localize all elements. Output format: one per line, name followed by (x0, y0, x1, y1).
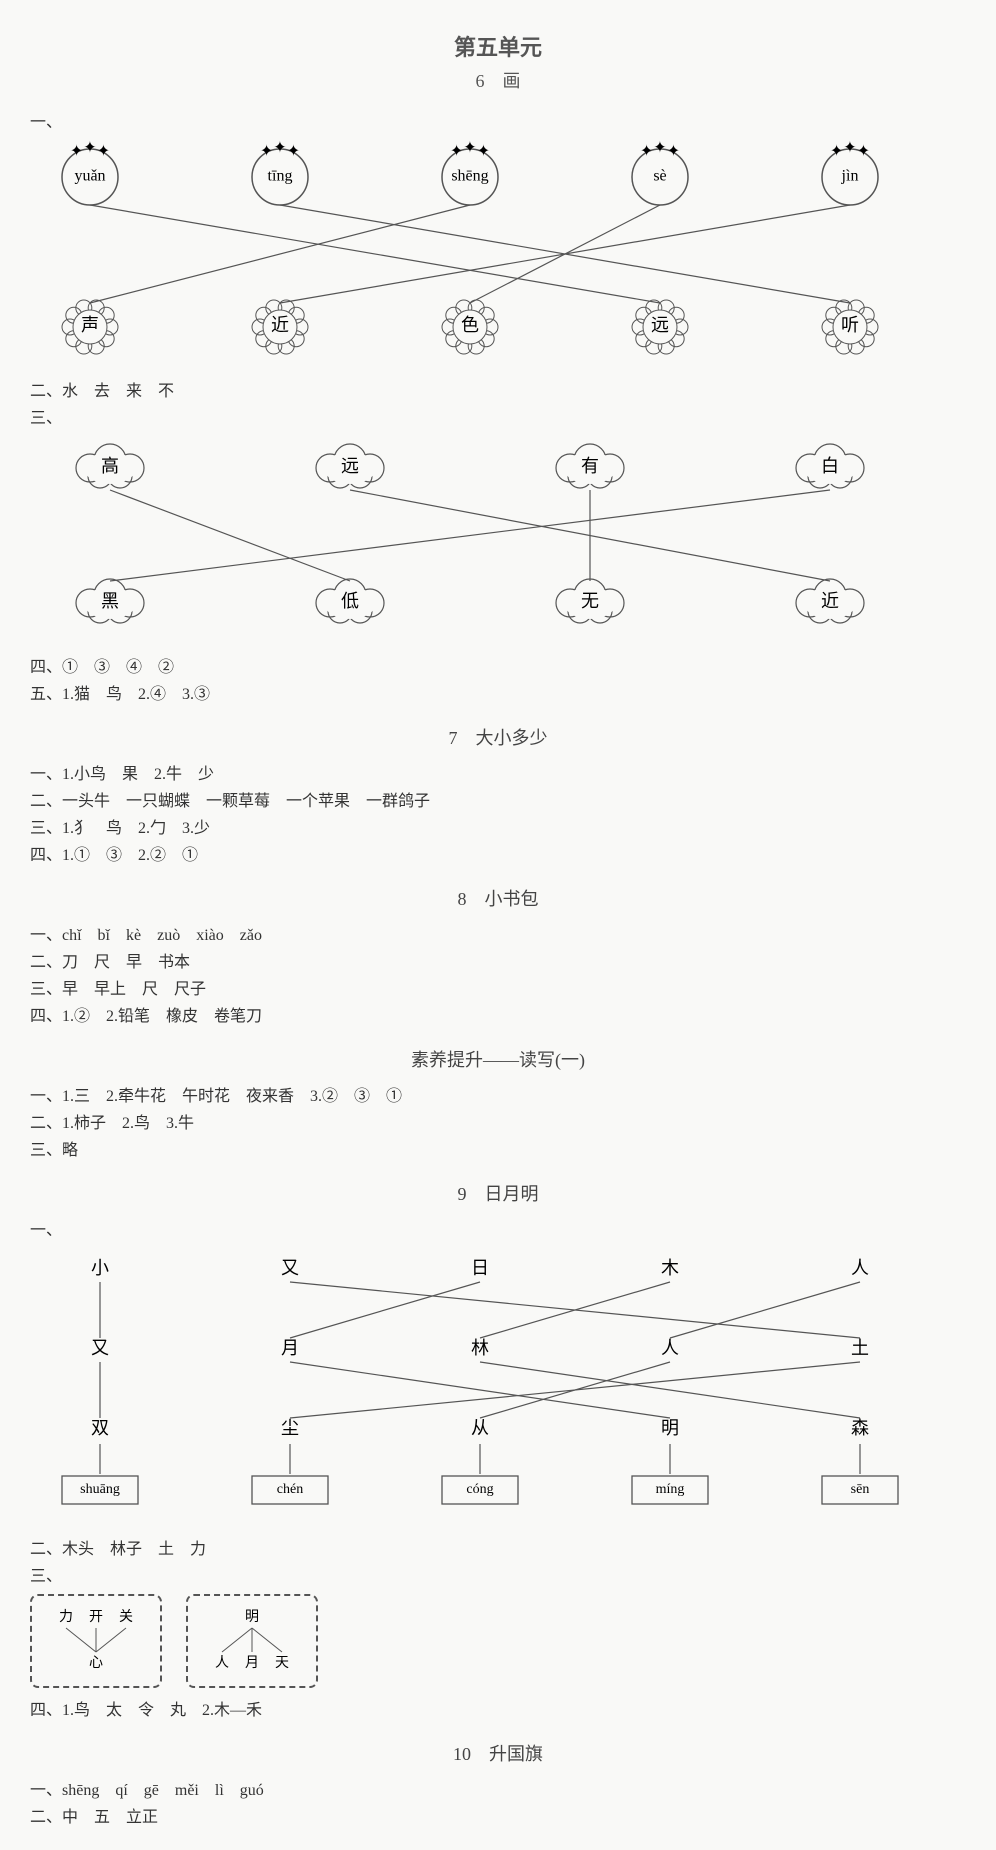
svg-text:✦: ✦ (273, 140, 286, 157)
suyang-title: 素养提升——读写(一) (30, 1046, 966, 1072)
suyang-l1: 一、1.三 2.牵牛花 午时花 夜来香 3.② ③ ① (30, 1082, 966, 1106)
svg-text:✦: ✦ (97, 143, 110, 160)
lesson7-l3: 三、1.犭 鸟 2.勹 3.少 (30, 814, 966, 838)
svg-text:土: 土 (851, 1338, 869, 1358)
svg-text:又: 又 (91, 1338, 109, 1358)
svg-text:míng: míng (656, 1482, 685, 1497)
lesson7-l1: 一、1.小鸟 果 2.牛 少 (30, 760, 966, 784)
svg-text:低: 低 (341, 591, 359, 611)
svg-text:远: 远 (651, 315, 669, 335)
svg-text:✦: ✦ (83, 140, 96, 157)
lesson9-boxes: 心 力 开 关 明人月 天 (30, 1594, 966, 1688)
svg-text:又: 又 (281, 1258, 299, 1278)
svg-text:✦: ✦ (667, 143, 680, 160)
svg-text:✦: ✦ (477, 143, 490, 160)
svg-text:近: 近 (821, 591, 839, 611)
lesson9-q1-label: 一、 (30, 1216, 966, 1240)
svg-text:林: 林 (471, 1338, 489, 1358)
svg-text:✦: ✦ (450, 143, 463, 160)
svg-text:sēn: sēn (851, 1482, 870, 1497)
svg-text:远: 远 (341, 456, 359, 476)
svg-text:听: 听 (841, 315, 859, 335)
unit-title: 第五单元 (30, 30, 966, 62)
svg-text:高: 高 (101, 456, 119, 476)
lesson9-l4: 四、1.鸟 太 令 丸 2.木—禾 (30, 1696, 966, 1720)
lesson8-l1: 一、chǐ bǐ kè zuò xiào zǎo (30, 921, 966, 945)
lesson9-l3: 三、 (30, 1562, 966, 1586)
svg-text:yuǎn: yuǎn (74, 168, 105, 185)
lesson10-title: 10 升国旗 (30, 1740, 966, 1766)
svg-text:明: 明 (245, 1610, 259, 1625)
svg-text:关: 关 (119, 1609, 133, 1625)
svg-text:色: 色 (461, 315, 479, 335)
svg-text:开: 开 (89, 1610, 103, 1625)
lesson6-q1-label: 一、 (30, 108, 966, 132)
lesson9-title: 9 日月明 (30, 1180, 966, 1206)
svg-text:声: 声 (81, 315, 99, 335)
svg-text:✦: ✦ (463, 140, 476, 157)
svg-text:tīng: tīng (268, 168, 293, 185)
lesson7-l2: 二、一头牛 一只蝴蝶 一颗草莓 一个苹果 一群鸽子 (30, 787, 966, 811)
lesson6-q3-label: 三、 (30, 404, 966, 428)
svg-text:✦: ✦ (843, 140, 856, 157)
svg-text:无: 无 (581, 591, 599, 611)
lesson7-title: 7 大小多少 (30, 724, 966, 750)
svg-text:天: 天 (275, 1656, 289, 1671)
svg-text:人: 人 (851, 1258, 869, 1278)
svg-text:jìn: jìn (841, 168, 859, 185)
lesson9-box2: 明人月 天 (186, 1594, 318, 1688)
lesson6-q2: 二、水 去 来 不 (30, 377, 966, 401)
svg-text:✦: ✦ (830, 143, 843, 160)
svg-text:人: 人 (215, 1655, 229, 1671)
svg-text:shuāng: shuāng (80, 1482, 120, 1497)
svg-text:森: 森 (851, 1418, 869, 1438)
svg-text:月: 月 (245, 1655, 259, 1671)
lesson6-q5: 五、1.猫 鸟 2.④ 3.③ (30, 680, 966, 704)
svg-text:✦: ✦ (287, 143, 300, 160)
lesson6-diagram1: ✦✦✦yuǎn✦✦✦tīng✦✦✦shēng✦✦✦sè✦✦✦jìn声近色远听 (30, 137, 966, 367)
svg-text:cóng: cóng (466, 1482, 493, 1497)
svg-text:✦: ✦ (640, 143, 653, 160)
svg-text:心: 心 (89, 1655, 103, 1671)
svg-text:有: 有 (581, 456, 599, 476)
svg-text:双: 双 (91, 1418, 109, 1438)
svg-text:明: 明 (661, 1418, 679, 1438)
svg-text:从: 从 (471, 1418, 489, 1438)
lesson9-diagram: 小又日木人又月林人土双尘从明森shuāngchéncóngmíngsēn (30, 1245, 966, 1525)
svg-text:sè: sè (653, 168, 666, 185)
lesson9-box1: 心 力 开 关 (30, 1594, 162, 1688)
svg-text:黑: 黑 (101, 591, 119, 611)
svg-text:力: 力 (59, 1609, 73, 1625)
lesson8-l4: 四、1.② 2.铅笔 橡皮 卷笔刀 (30, 1002, 966, 1026)
suyang-l3: 三、略 (30, 1136, 966, 1160)
lesson6-title: 6 画 (30, 67, 966, 93)
svg-text:尘: 尘 (281, 1418, 299, 1438)
svg-text:月: 月 (281, 1338, 299, 1358)
lesson8-l3: 三、早 早上 尺 尺子 (30, 975, 966, 999)
lesson7-l4: 四、1.① ③ 2.② ① (30, 841, 966, 865)
svg-text:白: 白 (821, 456, 839, 476)
svg-text:小: 小 (91, 1258, 109, 1278)
svg-text:✦: ✦ (70, 143, 83, 160)
suyang-l2: 二、1.柿子 2.鸟 3.牛 (30, 1109, 966, 1133)
lesson8-title: 8 小书包 (30, 885, 966, 911)
lesson10-l2: 二、中 五 立正 (30, 1803, 966, 1827)
lesson6-q4: 四、① ③ ④ ② (30, 653, 966, 677)
lesson10-l1: 一、shēng qí gē měi lì guó (30, 1776, 966, 1800)
svg-text:近: 近 (271, 315, 289, 335)
svg-text:木: 木 (661, 1258, 679, 1278)
svg-text:日: 日 (471, 1258, 489, 1278)
lesson6-diagram2: 高 远 有 白黑 低 无 近 (30, 433, 966, 643)
svg-text:✦: ✦ (857, 143, 870, 160)
lesson9-l2: 二、木头 林子 土 力 (30, 1535, 966, 1559)
svg-text:✦: ✦ (260, 143, 273, 160)
svg-text:人: 人 (661, 1338, 679, 1358)
svg-text:shēng: shēng (451, 168, 488, 185)
lesson8-l2: 二、刀 尺 早 书本 (30, 948, 966, 972)
svg-text:✦: ✦ (653, 140, 666, 157)
svg-text:chén: chén (277, 1482, 303, 1497)
